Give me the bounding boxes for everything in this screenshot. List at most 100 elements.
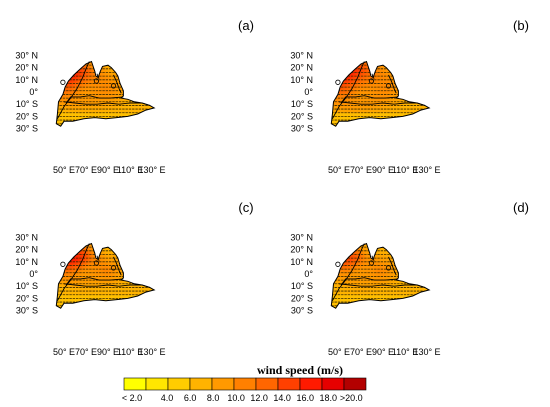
domain-outline — [55, 242, 156, 309]
island-outline — [60, 79, 66, 85]
colorbar-title: wind speed (m/s) — [257, 363, 343, 377]
panel-label: (c) — [238, 200, 253, 215]
island-outline — [385, 83, 392, 89]
coastline — [63, 283, 150, 288]
lon-tick-label: 110° E — [392, 347, 418, 357]
lat-tick-label: 10° N — [290, 257, 313, 267]
colorbar-swatch — [277, 377, 301, 391]
island-outline — [60, 261, 66, 267]
map-panel: 30° N 20° N 10° N 0° 10° S 20° S 30° S 50° E 70°… — [290, 18, 529, 175]
lat-tick-label: 20° S — [291, 293, 313, 303]
map-panel: 30° N 20° N 10° N 0° 10° S 20° S 30° S 50° E 70°… — [290, 200, 529, 357]
lon-tick-label: 90° E — [97, 165, 119, 175]
colorbar-label: 10.0 — [227, 393, 245, 403]
lon-tick-label: 90° E — [372, 165, 394, 175]
lon-tick-label: 130° E — [413, 165, 440, 175]
colorbar-label: 8.0 — [207, 393, 220, 403]
lat-tick-label: 0° — [29, 87, 38, 97]
colorbar-swatch — [255, 377, 279, 391]
lon-tick-label: 50° E — [328, 165, 350, 175]
colorbar-swatches — [123, 377, 367, 391]
lat-tick-label: 20° N — [290, 63, 313, 73]
lat-tick-label: 30° S — [291, 306, 313, 316]
southern-band — [56, 112, 155, 127]
panel-label: (b) — [513, 18, 529, 33]
lon-tick-label: 50° E — [328, 347, 350, 357]
lon-tick-label: 70° E — [350, 165, 372, 175]
map-panel: 30° N 20° N 10° N 0° 10° S 20° S 30° S 50° E 70°… — [15, 18, 254, 175]
panel-label: (d) — [513, 200, 529, 215]
island-outline — [385, 265, 392, 271]
coastline — [63, 101, 150, 106]
coastline — [65, 95, 124, 104]
lat-tick-label: 20° S — [16, 111, 38, 121]
colorbar-label: 16.0 — [297, 393, 315, 403]
island-outline — [93, 78, 100, 84]
lat-tick-label: 0° — [29, 269, 38, 279]
lat-tick-label: 0° — [304, 87, 313, 97]
coastline — [65, 277, 124, 286]
panel-label: (a) — [238, 18, 254, 33]
colorbar-label: 14.0 — [273, 393, 291, 403]
lon-tick-label: 130° E — [413, 347, 440, 357]
island-outline — [110, 265, 117, 271]
lat-tick-label: 10° N — [15, 75, 38, 85]
coastline — [338, 283, 425, 288]
wind-speed-field — [331, 61, 430, 127]
lat-tick-label: 30° S — [16, 306, 38, 316]
lon-tick-label: 130° E — [138, 347, 165, 357]
coastline — [388, 74, 397, 94]
colorbar-swatch — [189, 377, 213, 391]
colorbar-label: < 2.0 — [122, 393, 142, 403]
wind-speed-field — [331, 243, 430, 309]
lat-tick-label: 20° N — [15, 245, 38, 255]
lat-tick-label: 30° S — [16, 124, 38, 134]
coastline — [371, 73, 375, 79]
lat-tick-label: 30° N — [290, 232, 313, 242]
lon-tick-label: 90° E — [372, 347, 394, 357]
colorbar-swatch — [343, 377, 367, 391]
colorbar-label: 12.0 — [250, 393, 268, 403]
southern-band — [331, 294, 430, 309]
colorbar-swatch — [211, 377, 235, 391]
colorbar-swatch — [233, 377, 257, 391]
colorbar-label: 4.0 — [161, 393, 174, 403]
island-outline — [335, 79, 341, 85]
coastline — [113, 74, 122, 94]
map-panels: 30° N20° N10° N0°10° S20° S30° S50° E 70°… — [15, 18, 529, 357]
coastline — [388, 256, 397, 276]
colorbar-swatch — [123, 377, 147, 391]
coastline — [340, 95, 399, 104]
lat-tick-label: 30° N — [15, 232, 38, 242]
lat-tick-label: 20° N — [15, 63, 38, 73]
lat-tick-label: 10° S — [16, 281, 38, 291]
island-outline — [93, 260, 100, 266]
colorbar: wind speed (m/s) < 2.0 4.0 6.0 8.0 10.0 12.0 1… — [122, 363, 367, 403]
lon-tick-label: 110° E — [117, 165, 143, 175]
lat-tick-label: 10° N — [290, 75, 313, 85]
colorbar-swatch — [167, 377, 191, 391]
coastline — [338, 101, 425, 106]
lon-tick-label: 50° E — [53, 165, 75, 175]
colorbar-label: 18.0 — [320, 393, 338, 403]
lat-tick-label: 10° S — [291, 281, 313, 291]
lon-tick-label: 70° E — [350, 347, 372, 357]
lon-tick-label: 50° E — [53, 347, 75, 357]
domain-outline — [55, 60, 156, 127]
lat-tick-label: 30° N — [15, 50, 38, 60]
island-outline — [368, 260, 375, 266]
southern-band — [331, 112, 430, 127]
coastline — [332, 243, 365, 302]
lat-tick-label: 30° S — [291, 124, 313, 134]
lat-tick-label: 10° S — [291, 99, 313, 109]
lon-tick-label: 90° E — [97, 347, 119, 357]
coastline — [57, 243, 90, 302]
southern-band — [56, 294, 155, 309]
domain-outline — [330, 242, 431, 309]
island-outline — [110, 83, 117, 89]
coastline — [113, 256, 122, 276]
island-outline — [368, 78, 375, 84]
lon-tick-label: 130° E — [138, 165, 165, 175]
colorbar-label: 6.0 — [184, 393, 197, 403]
lat-tick-label: 10° S — [16, 99, 38, 109]
